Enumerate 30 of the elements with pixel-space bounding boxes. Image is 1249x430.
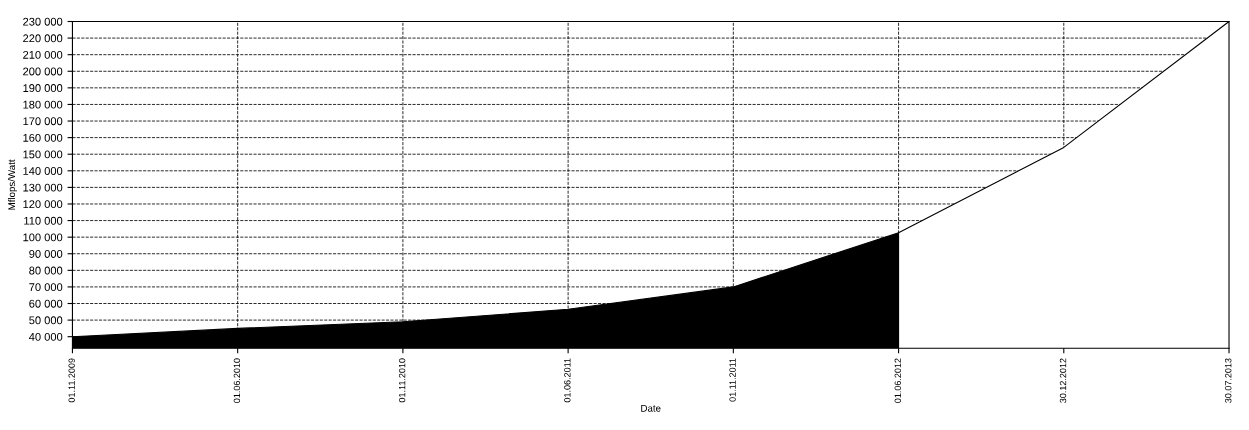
y-tick-label: 220 000 bbox=[23, 34, 63, 43]
y-tick-label: 100 000 bbox=[23, 233, 63, 242]
y-tick-label: 60 000 bbox=[29, 299, 63, 308]
y-tick-label: 120 000 bbox=[23, 200, 63, 209]
y-tick-label: 130 000 bbox=[23, 183, 63, 192]
y-tick-label: 50 000 bbox=[29, 316, 63, 325]
y-tick-label: 170 000 bbox=[23, 117, 63, 126]
x-tick-label: 30.12.2012 bbox=[1059, 358, 1067, 403]
x-tick-label: 01.06.2011 bbox=[564, 358, 571, 403]
y-tick-label: 180 000 bbox=[23, 100, 63, 109]
x-tick-label: 01.11.2011 bbox=[729, 358, 736, 402]
x-tick-label: 30.07.2013 bbox=[1225, 358, 1232, 403]
y-tick-label: 150 000 bbox=[23, 150, 63, 159]
x-axis-title: Date bbox=[641, 404, 661, 412]
x-tick-label: 01.06.2012 bbox=[894, 358, 901, 403]
y-axis-title: Mflops/Watt bbox=[7, 159, 17, 210]
y-tick-label: 210 000 bbox=[23, 50, 63, 59]
y-tick-label: 80 000 bbox=[29, 266, 63, 275]
y-tick-label: 200 000 bbox=[23, 67, 63, 76]
y-tick-label: 110 000 bbox=[24, 216, 63, 225]
x-tick-label: 01.11.2009 bbox=[68, 358, 75, 403]
y-tick-label: 190 000 bbox=[23, 84, 63, 92]
x-tick-label: 01.11.2010 bbox=[398, 358, 406, 403]
y-tick-label: 70 000 bbox=[29, 283, 63, 292]
y-tick-label: 160 000 bbox=[23, 133, 63, 142]
y-tick-label: 40 000 bbox=[28, 332, 63, 341]
y-tick-label: 140 000 bbox=[23, 167, 63, 175]
y-tick-label: 230 000 bbox=[23, 17, 63, 26]
x-tick-label: 01.06.2010 bbox=[233, 358, 241, 403]
y-tick-label: 90 000 bbox=[29, 250, 63, 258]
